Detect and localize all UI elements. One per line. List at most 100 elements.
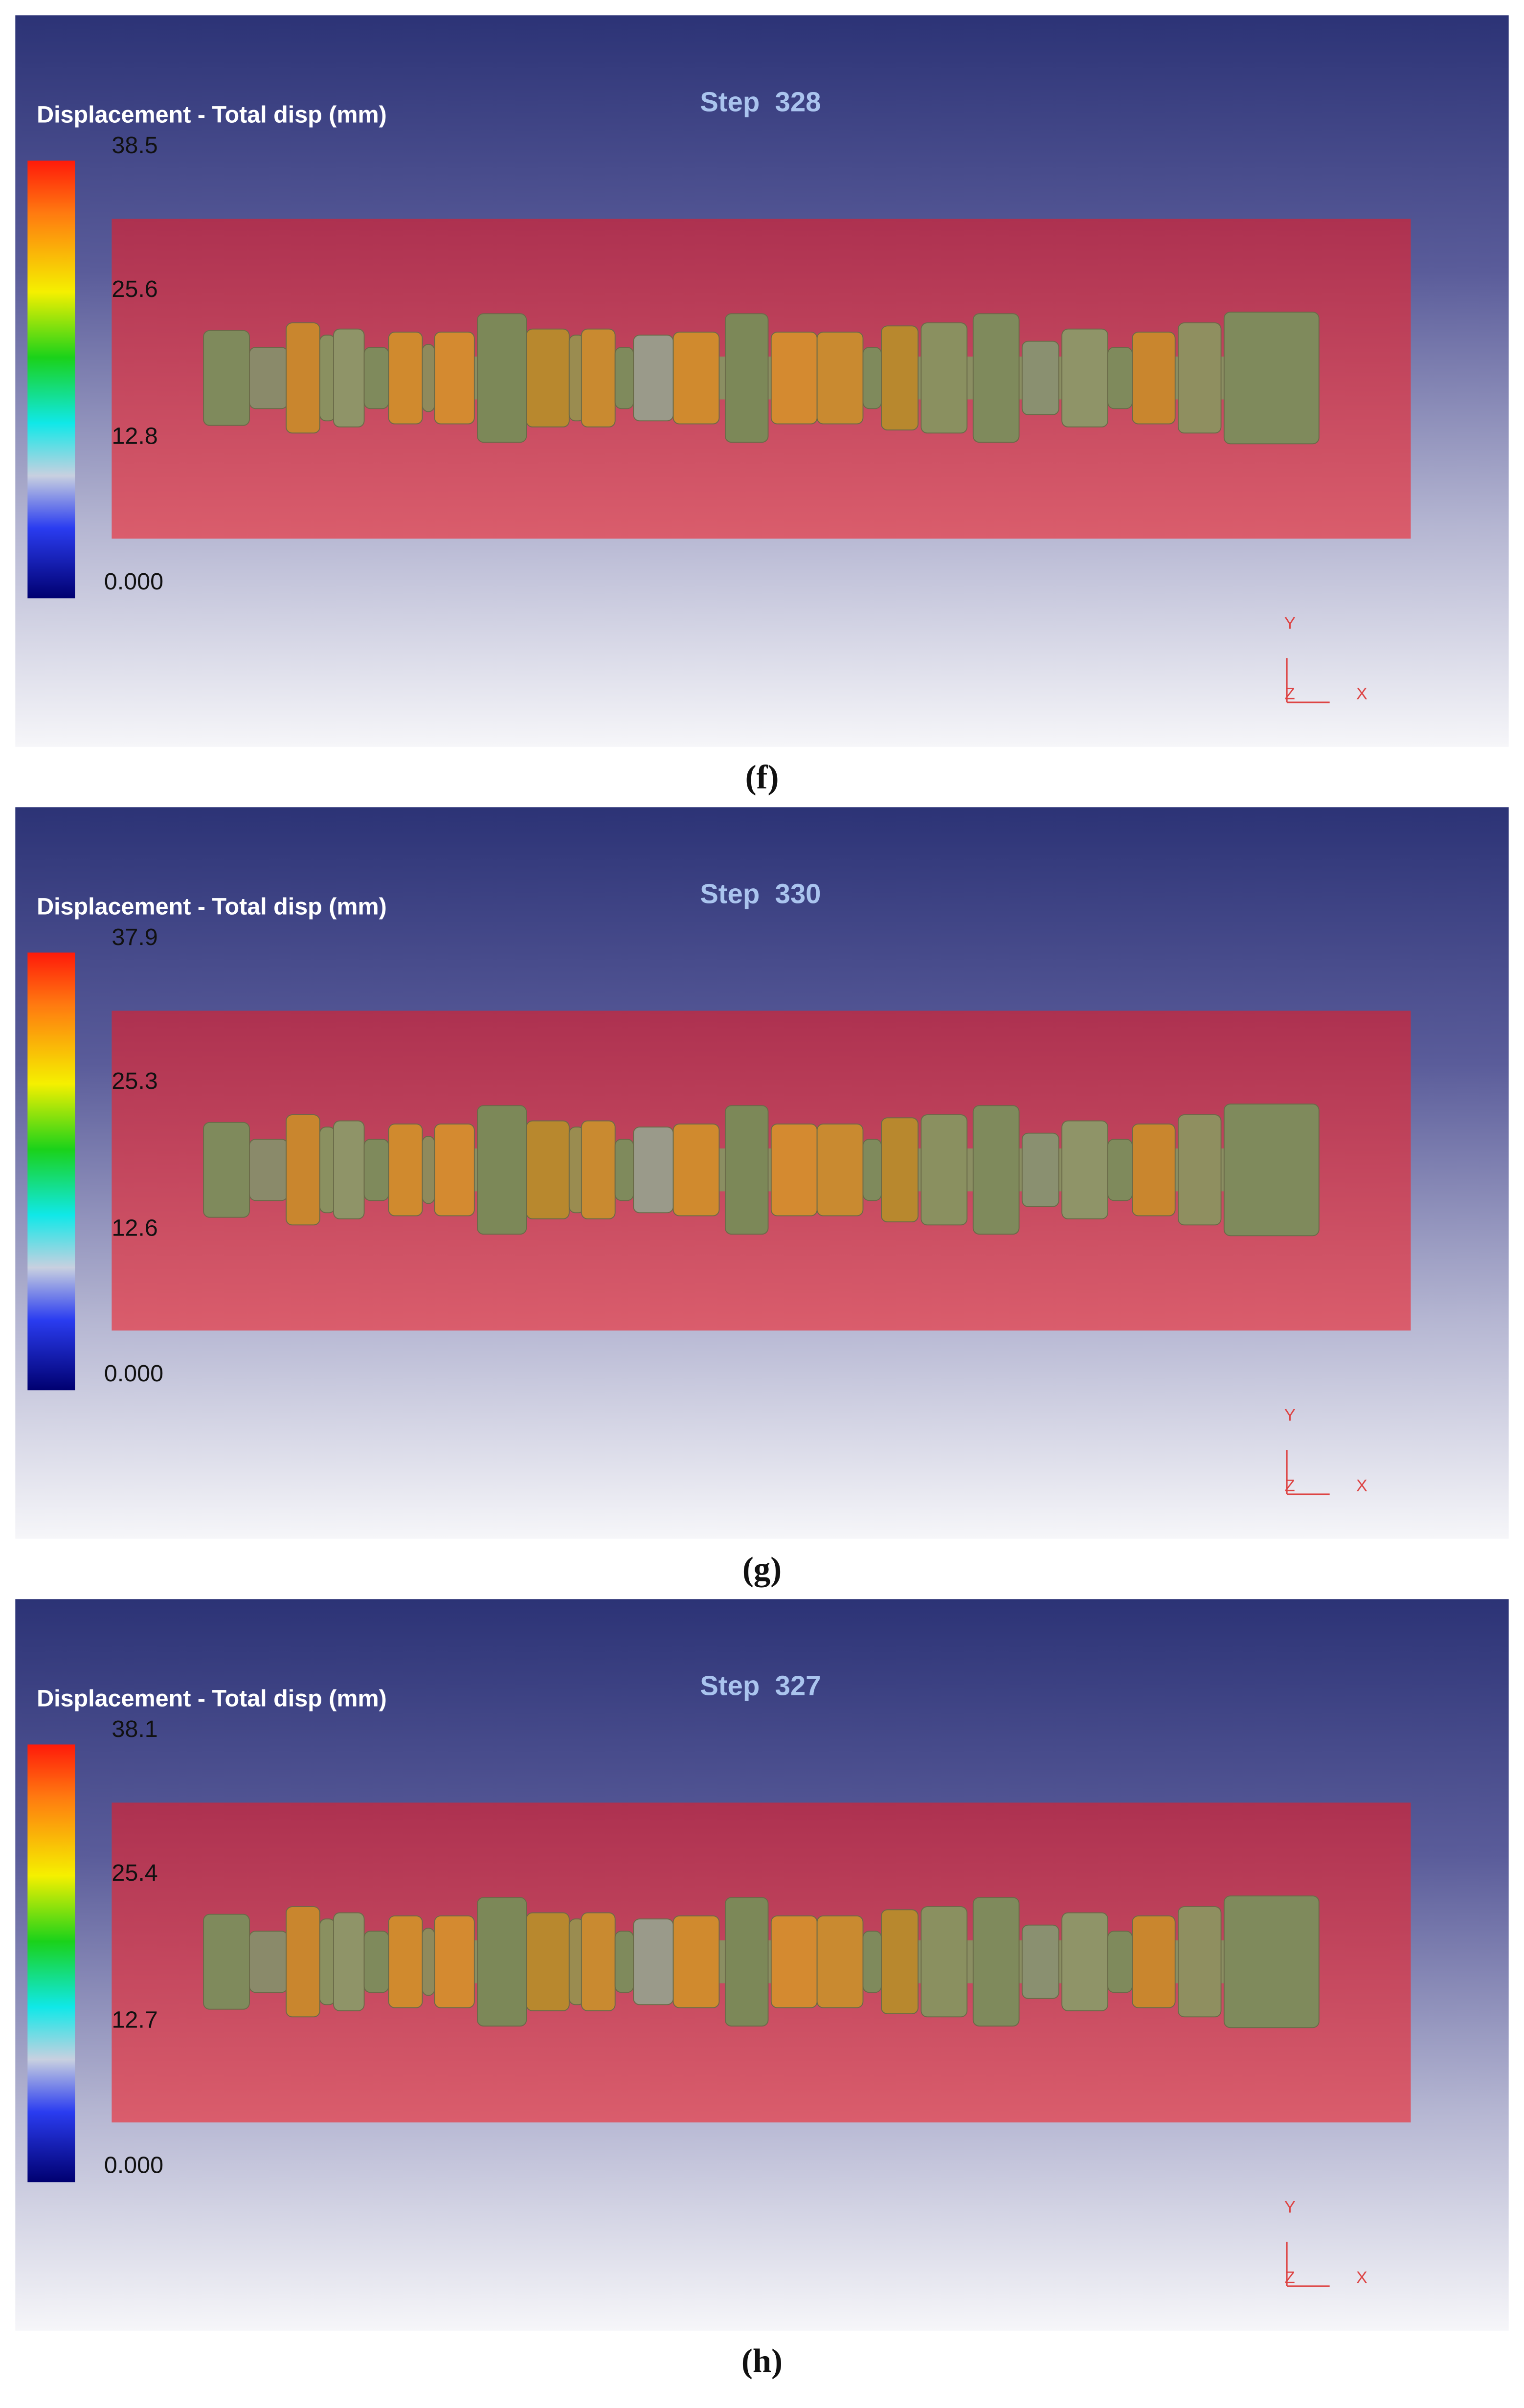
shaft-section <box>1021 1132 1059 1207</box>
shaft-section <box>434 1915 475 2008</box>
shaft-section <box>249 1931 289 1993</box>
shaft-section <box>816 1915 864 2008</box>
scale-label: 38.5 <box>112 132 157 158</box>
shaft-section <box>203 1913 250 2010</box>
scale-label: 25.3 <box>112 1068 157 1094</box>
shaft-section <box>363 347 389 409</box>
axis-label: X <box>1356 684 1367 703</box>
shaft-section <box>581 1912 616 2011</box>
shaft-section <box>1107 1931 1133 1993</box>
shaft-section <box>1132 331 1176 425</box>
shaft-section <box>477 1105 527 1235</box>
scale-label: 25.4 <box>112 1860 157 1886</box>
shaft-section <box>920 1114 968 1226</box>
shaft-section <box>1132 1915 1176 2008</box>
shaft-section <box>1061 1912 1108 2011</box>
axis-label: Y <box>1284 1406 1296 1425</box>
step-label: Step 327 <box>700 1670 821 1701</box>
shaft-section <box>333 1912 365 2011</box>
legend-title: Displacement - Total disp (mm) <box>37 1686 387 1712</box>
shaft-section <box>526 1912 570 2011</box>
axis-label: Z <box>1285 684 1295 703</box>
scale-label: 0.000 <box>104 568 163 595</box>
shaft-section <box>203 330 250 426</box>
shaft-section <box>633 1126 674 1214</box>
shaft-section <box>1178 1906 1222 2018</box>
shaft-section <box>770 331 818 425</box>
shaft-section <box>1107 1139 1133 1201</box>
shaft-section <box>920 322 968 434</box>
panel: Displacement - Total disp (mm) Step 328 38… <box>15 15 1509 795</box>
caption: (h) <box>741 2342 783 2379</box>
shaft-section <box>920 1906 968 2018</box>
axis-label: Z <box>1285 1476 1295 1495</box>
step-label: Step 330 <box>700 878 821 909</box>
axis-label: Z <box>1285 2268 1295 2287</box>
shaft-section <box>477 313 527 443</box>
shaft-section <box>1132 1123 1176 1216</box>
shaft-section <box>434 331 475 425</box>
caption: (f) <box>745 758 779 795</box>
scale-label: 38.1 <box>112 1716 157 1742</box>
shaft-section <box>422 1135 435 1204</box>
shaft-section <box>363 1931 389 1993</box>
shaft-section <box>633 1918 674 2005</box>
color-scale <box>27 160 75 599</box>
shaft-section <box>1061 328 1108 428</box>
shaft-section <box>363 1139 389 1201</box>
shaft-section <box>614 347 634 409</box>
shaft-section <box>1223 1103 1320 1237</box>
shaft-section <box>286 1906 320 2018</box>
shaft-section <box>1223 312 1320 445</box>
shaft-section <box>1107 347 1133 409</box>
shaft-section <box>1021 1924 1059 1999</box>
shaft-section <box>672 1123 720 1216</box>
step-label: Step 328 <box>700 87 821 117</box>
shaft-section <box>388 1123 423 1216</box>
shaft-section <box>286 322 320 434</box>
legend-title: Displacement - Total disp (mm) <box>37 102 387 128</box>
shaft-section <box>333 1120 365 1219</box>
shaft-section <box>526 1120 570 1219</box>
axis-label: X <box>1356 2268 1367 2287</box>
shaft-section <box>672 1915 720 2008</box>
axis-label: X <box>1356 1476 1367 1495</box>
shaft-section <box>526 328 570 428</box>
panel: Displacement - Total disp (mm) Step 330 37… <box>15 807 1509 1587</box>
shaft-section <box>770 1123 818 1216</box>
shaft-section <box>581 328 616 428</box>
shaft-section <box>881 1909 919 2015</box>
shaft-section <box>319 335 336 422</box>
color-scale <box>27 1744 75 2183</box>
scale-label: 37.9 <box>112 924 157 950</box>
shaft-section <box>422 1927 435 1996</box>
shaft-section <box>581 1120 616 1219</box>
panel: Displacement - Total disp (mm) Step 327 38… <box>15 1599 1509 2379</box>
shaft-section <box>203 1122 250 1218</box>
shaft-section <box>881 325 919 431</box>
scale-label: 0.000 <box>104 2152 163 2179</box>
scale-label: 12.7 <box>112 2007 157 2033</box>
shaft-section <box>972 1105 1020 1235</box>
scale-label: 12.8 <box>112 423 157 450</box>
shaft-section <box>881 1117 919 1223</box>
shaft-section <box>614 1931 634 1993</box>
shaft-section <box>1021 340 1059 415</box>
shaft-section <box>816 331 864 425</box>
scale-label: 12.6 <box>112 1215 157 1241</box>
scale-label: 0.000 <box>104 1360 163 1387</box>
legend-title: Displacement - Total disp (mm) <box>37 894 387 920</box>
caption: (g) <box>742 1550 782 1587</box>
color-scale <box>27 952 75 1391</box>
shaft-section <box>434 1123 475 1216</box>
shaft-section <box>333 328 365 428</box>
shaft-section <box>724 1105 769 1235</box>
shaft-section <box>422 343 435 412</box>
shaft-section <box>1178 1114 1222 1226</box>
shaft-section <box>388 331 423 425</box>
shaft-section <box>249 1139 289 1201</box>
shaft-section <box>972 313 1020 443</box>
shaft-section <box>862 1931 882 1993</box>
shaft-section <box>724 1897 769 2027</box>
